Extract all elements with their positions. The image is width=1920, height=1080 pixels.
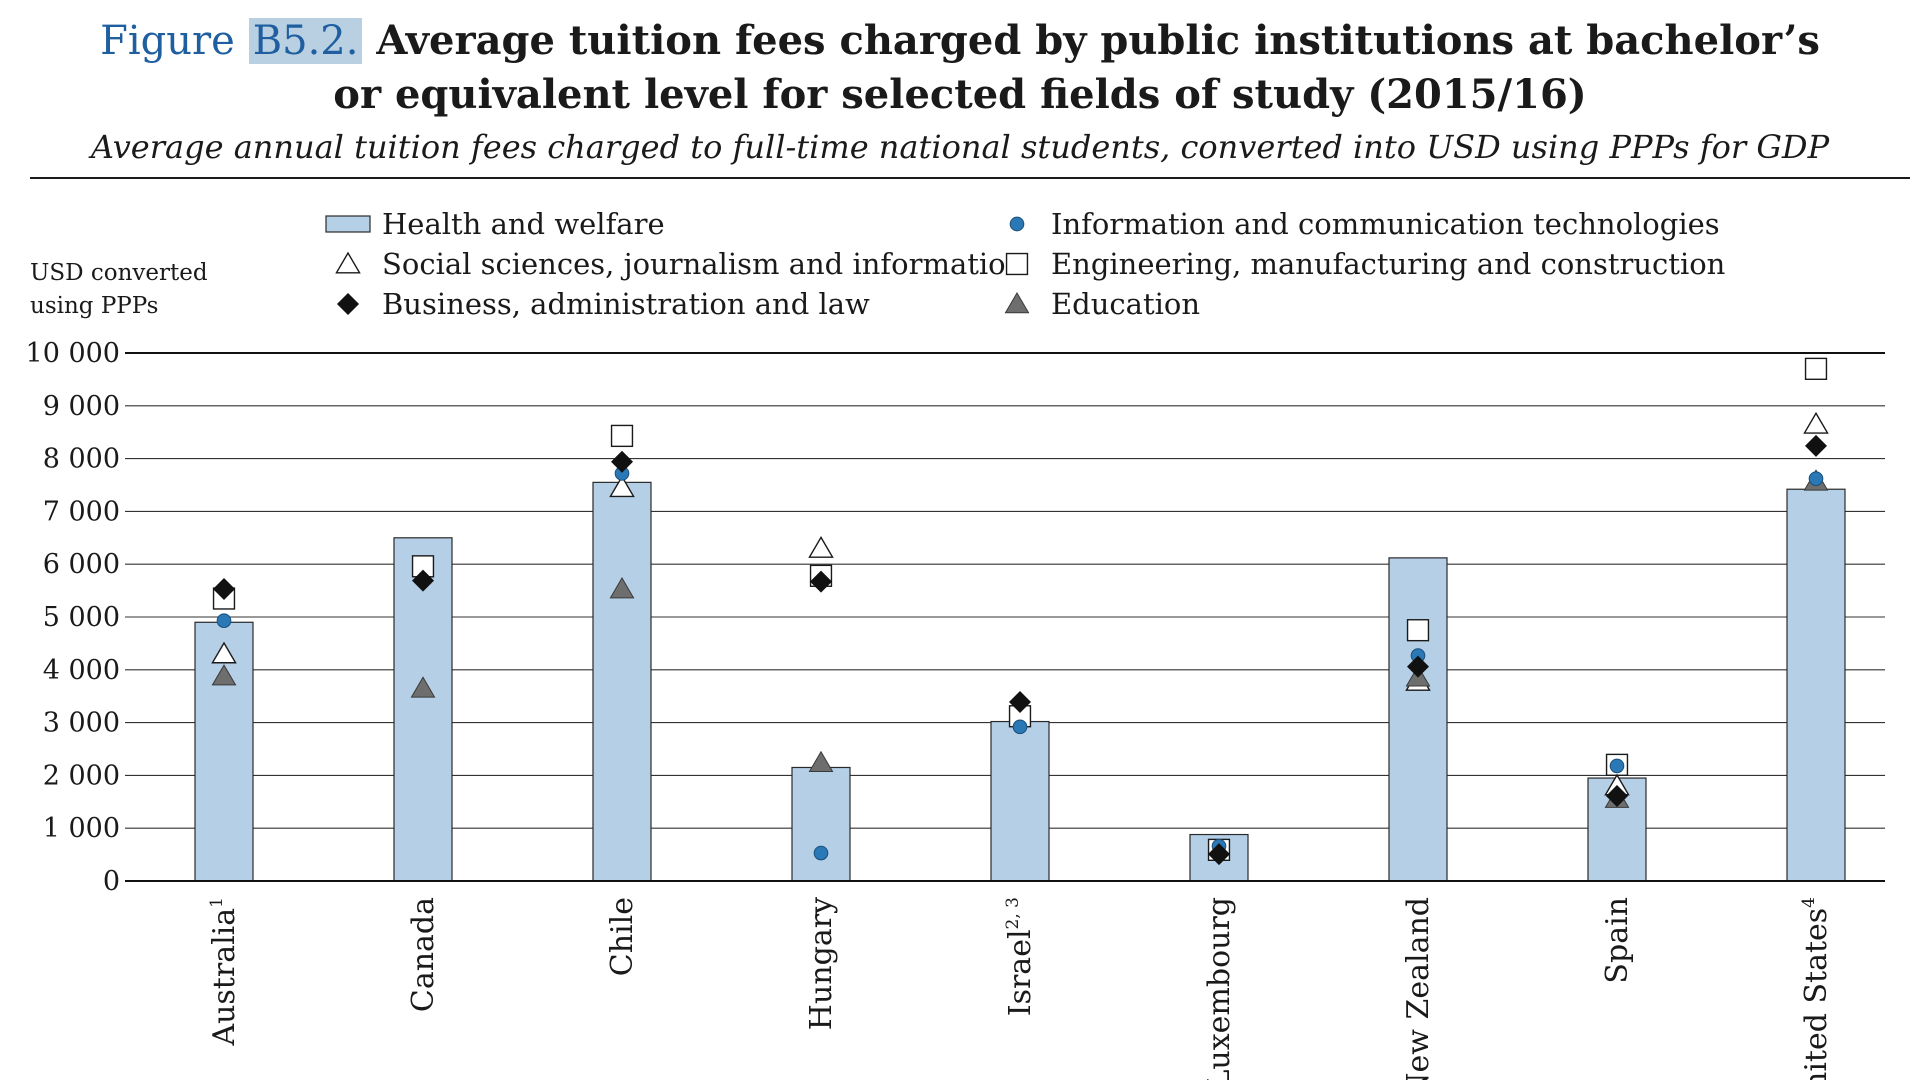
y-tick-label: 4 000 <box>43 655 120 686</box>
bar-health-welfare <box>1786 488 1846 882</box>
point-circle <box>1808 471 1824 486</box>
legend-marker-bar-icon <box>325 215 371 233</box>
x-tick-label: New Zealand <box>1401 897 1436 1080</box>
y-tick-label: 8 000 <box>43 444 120 475</box>
category-name: New Zealand <box>1401 897 1436 1080</box>
point-diamond <box>810 570 832 593</box>
category-note: 2, 3 <box>1003 897 1023 929</box>
category-name: Spain <box>1600 897 1635 984</box>
x-tick-label: Chile <box>605 897 640 976</box>
legend-marker-trianglefilled-icon <box>1004 292 1030 314</box>
legend-label: Engineering, manufacturing and construct… <box>1051 247 1725 281</box>
point-square-open <box>1804 357 1828 380</box>
title-rule <box>30 177 1910 179</box>
title-line-1: Figure B5.2. Average tuition fees charge… <box>0 14 1920 68</box>
point-triangle-filled <box>410 676 436 698</box>
x-tick-label: Hungary <box>804 897 839 1030</box>
x-axis-labels: Australia1 Canada Chile Hungary Israel2, 3 Lu… <box>207 897 1834 1080</box>
legend-marker-circle-icon <box>1009 216 1025 232</box>
point-circle <box>1609 758 1625 774</box>
x-tick-label: Australia1 <box>207 897 242 1047</box>
y-axis-title-line1: USD converted <box>30 260 208 286</box>
legend-label: Information and communication technologi… <box>1051 207 1720 241</box>
legend-marker-squareopen-icon <box>1005 252 1029 276</box>
figure-label: Figure <box>100 18 235 64</box>
x-tick-label: Israel2, 3 <box>1003 897 1038 1016</box>
x-tick-label: United States4 <box>1799 897 1834 1080</box>
y-tick-label: 6 000 <box>43 549 120 580</box>
legend-marker-diamond-icon <box>337 293 359 315</box>
point-diamond <box>1407 655 1429 678</box>
point-triangle-open <box>1803 411 1829 434</box>
y-tick-label: 3 000 <box>43 708 120 739</box>
legend-label: Social sciences, journalism and informat… <box>382 247 1024 281</box>
category-name: Australia <box>207 908 242 1047</box>
y-tick-label: 9 000 <box>43 391 120 422</box>
legend-label: Business, administration and law <box>382 287 870 321</box>
point-diamond <box>611 450 633 473</box>
figure-title: Figure B5.2. Average tuition fees charge… <box>0 14 1920 122</box>
y-tick-label: 5 000 <box>43 602 120 633</box>
legend-item: Social sciences, journalism and informat… <box>335 247 1024 281</box>
y-tick-label: 0 <box>103 866 120 897</box>
category-name: Chile <box>605 897 640 976</box>
category-name: Hungary <box>804 897 839 1030</box>
bar-health-welfare <box>1388 557 1448 882</box>
y-tick-label: 1 000 <box>43 813 120 844</box>
figure-number: B5.2. <box>248 18 363 64</box>
tuition-chart: Health and welfare Information and commun… <box>26 207 1885 1080</box>
point-diamond <box>1208 843 1230 866</box>
legend-item: Education <box>1004 287 1200 321</box>
legend-item: Information and communication technologi… <box>1009 207 1720 241</box>
point-triangle-open <box>609 475 635 498</box>
point-square-open <box>1406 619 1430 642</box>
point-circle <box>813 845 829 861</box>
x-tick-label: Luxembourg <box>1202 897 1237 1080</box>
point-diamond <box>1805 434 1827 457</box>
markers <box>211 357 1829 866</box>
point-triangle-open <box>211 641 237 664</box>
point-triangle-open <box>808 535 834 558</box>
category-name: Luxembourg <box>1202 897 1237 1080</box>
bar-health-welfare <box>393 537 453 882</box>
legend-marker-triangleopen-icon <box>335 251 361 274</box>
point-circle <box>216 613 232 629</box>
y-tick-label: 2 000 <box>43 760 120 791</box>
category-name: United States <box>1799 908 1834 1080</box>
point-square-open <box>610 424 634 448</box>
point-diamond <box>1009 691 1031 714</box>
legend-item: Health and welfare <box>325 207 665 241</box>
bars <box>125 481 1885 882</box>
category-name: Israel <box>1003 929 1038 1016</box>
category-note: 4 <box>1799 897 1819 908</box>
title-line-2: or equivalent level for selected fields … <box>333 71 1587 118</box>
point-triangle-filled <box>211 664 237 686</box>
legend: Health and welfare Information and commun… <box>325 207 1725 321</box>
category-name: Canada <box>406 897 441 1012</box>
point-diamond <box>412 569 434 592</box>
bar-health-welfare <box>592 481 652 882</box>
legend-item: Business, administration and law <box>337 287 870 321</box>
x-tick-label: Spain <box>1600 897 1635 984</box>
x-tick-label: Canada <box>406 897 441 1012</box>
legend-label: Education <box>1051 287 1200 321</box>
point-triangle-filled <box>609 577 635 599</box>
legend-label: Health and welfare <box>382 207 665 241</box>
y-tick-label: 7 000 <box>43 496 120 527</box>
figure-subtitle: Average annual tuition fees charged to f… <box>90 128 1830 166</box>
title-text-1: Average tuition fees charged by public i… <box>376 17 1820 64</box>
point-diamond <box>1606 784 1628 807</box>
legend-item: Engineering, manufacturing and construct… <box>1005 247 1725 281</box>
point-circle <box>1012 719 1028 735</box>
y-tick-label: 10 000 <box>26 338 120 369</box>
bar-health-welfare <box>791 766 851 882</box>
point-diamond <box>213 578 235 601</box>
point-triangle-filled <box>808 750 834 773</box>
y-axis-title-line2: using PPPs <box>30 293 158 319</box>
category-note: 1 <box>207 897 227 908</box>
y-axis: USD converted using PPPs 0 1 000 2 000 3 000 4… <box>26 260 1885 897</box>
bar-health-welfare <box>990 720 1050 882</box>
